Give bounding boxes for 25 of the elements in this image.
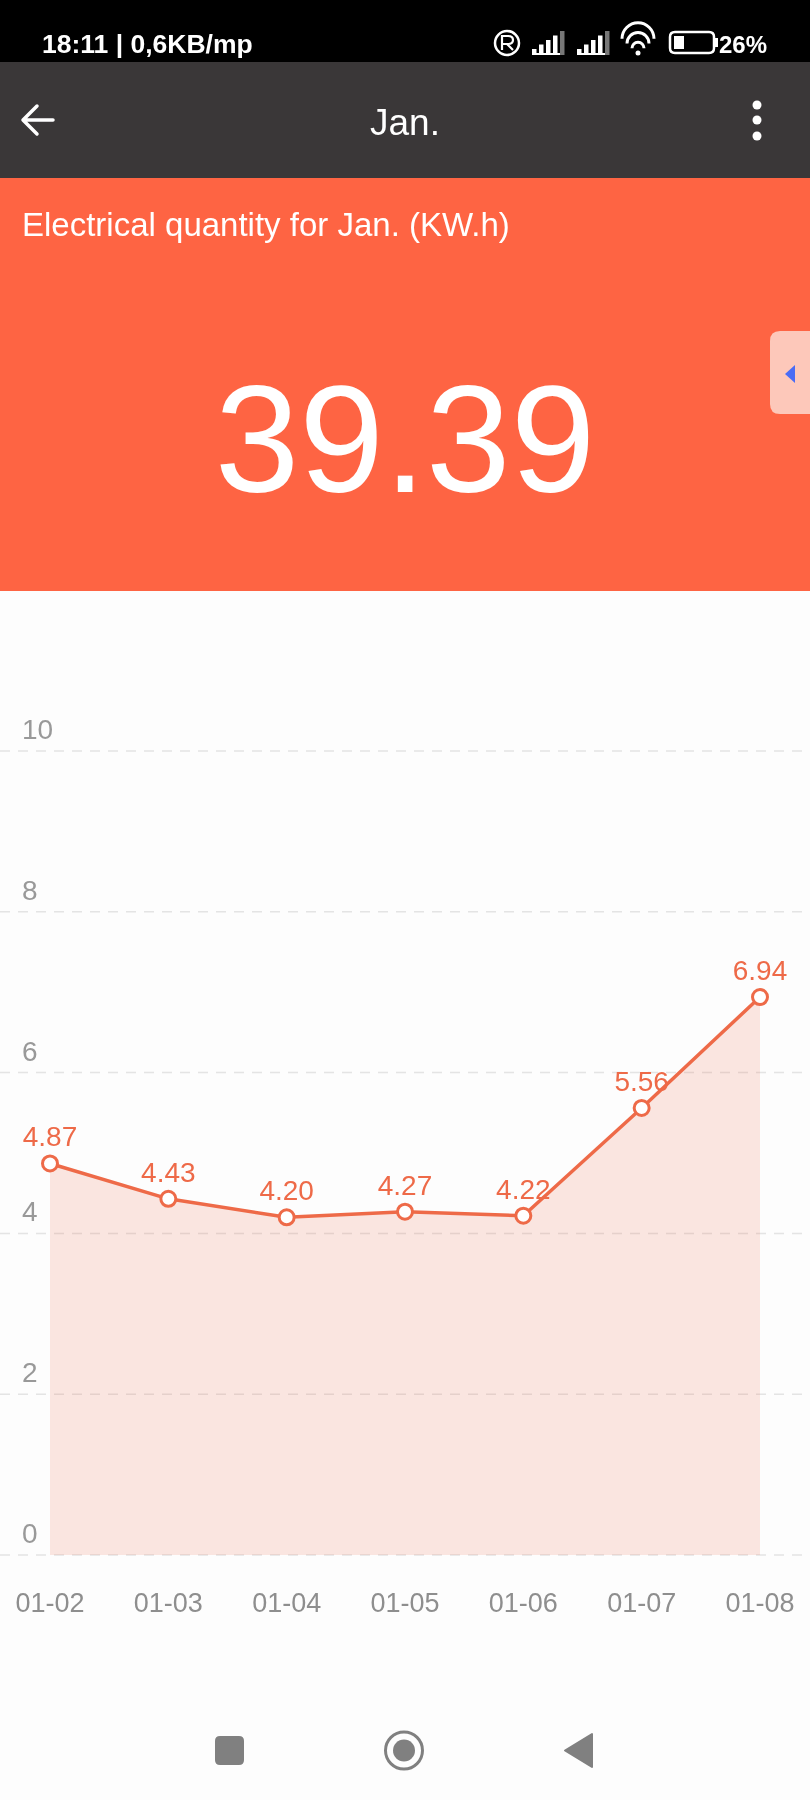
x-tick-label: 01-05 — [370, 1588, 440, 1618]
y-tick-label: 10 — [22, 714, 54, 745]
y-tick-label: 4 — [22, 1196, 38, 1228]
data-label: 4.43 — [141, 1156, 196, 1188]
y-tick-label: 2 — [22, 1357, 38, 1389]
chart-subtitle: Electrical quantity for Jan. (KW.h) — [22, 206, 510, 243]
x-tick-label: 01-06 — [488, 1588, 558, 1618]
x-tick-label: 01-03 — [133, 1588, 203, 1618]
data-label: 6.94 — [732, 955, 788, 987]
text: 18:11 | 0,6KB/mp — [42, 29, 253, 59]
y-tick-label: 6 — [22, 1035, 38, 1067]
text: 39.39 — [214, 354, 596, 524]
chart-title: Jan. — [370, 102, 440, 143]
x-tick-label: 01-08 — [725, 1588, 795, 1618]
x-tick-label: 01-02 — [15, 1588, 85, 1618]
x-tick-label: 01-04 — [252, 1588, 322, 1618]
y-tick-label: 8 — [22, 874, 38, 906]
data-label: 4.22 — [496, 1173, 551, 1205]
data-label: 4.87 — [22, 1121, 78, 1153]
x-tick-label: 01-07 — [607, 1588, 677, 1618]
data-label: 4.27 — [377, 1169, 433, 1201]
text: 26% — [718, 31, 767, 58]
data-label: 5.56 — [614, 1065, 669, 1097]
y-tick-label: 0 — [22, 1518, 38, 1549]
data-label: 4.20 — [259, 1175, 314, 1207]
